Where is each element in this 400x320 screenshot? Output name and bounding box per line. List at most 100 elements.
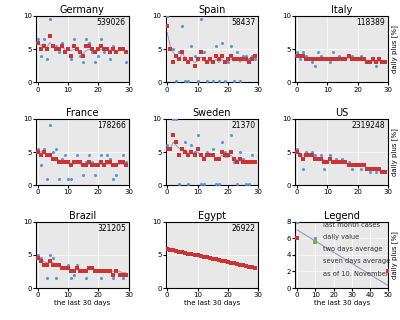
Point [56, 176, 62, 181]
Point [110, 272, 117, 277]
Point [345, 53, 352, 58]
Point [188, 252, 195, 257]
Point [306, 153, 312, 158]
Point [379, 60, 385, 65]
Point [222, 153, 228, 158]
Point [167, 47, 174, 52]
Point [179, 50, 186, 55]
Point [86, 40, 92, 45]
Point [237, 262, 243, 267]
Point [86, 159, 92, 164]
Y-axis label: daily plus [%]: daily plus [%] [391, 25, 398, 73]
Point [104, 159, 110, 164]
Point [360, 163, 367, 168]
Point [210, 256, 216, 261]
Point [237, 149, 243, 155]
Title: Brazil: Brazil [69, 211, 96, 221]
Point [345, 53, 352, 58]
Point [243, 159, 249, 164]
Point [318, 153, 324, 158]
Point [86, 266, 92, 271]
Point [59, 40, 65, 45]
Point [376, 57, 382, 62]
Point [294, 50, 300, 55]
Point [240, 57, 246, 62]
Point [300, 53, 306, 58]
Point [212, 256, 219, 261]
Point [101, 163, 108, 168]
Point [92, 173, 98, 178]
Point [92, 60, 98, 65]
Point [44, 153, 50, 158]
Title: Sweden: Sweden [193, 108, 231, 118]
Point [182, 250, 189, 255]
Point [164, 143, 170, 148]
Point [107, 269, 114, 274]
Point [234, 261, 240, 266]
Point [324, 159, 330, 164]
Point [382, 169, 388, 174]
Point [191, 252, 198, 257]
Point [113, 269, 120, 274]
Point [306, 57, 312, 62]
Point [65, 159, 71, 164]
Point [315, 156, 321, 161]
Point [46, 252, 53, 257]
Point [204, 254, 210, 260]
Point [74, 153, 80, 158]
Point [300, 166, 306, 171]
Point [185, 153, 192, 158]
Point [376, 166, 382, 171]
Point [173, 140, 180, 145]
Point [373, 63, 379, 68]
Point [80, 173, 86, 178]
Text: two days average: two days average [323, 246, 382, 252]
Point [294, 146, 300, 151]
Point [44, 176, 50, 181]
Point [176, 153, 182, 158]
Point [200, 181, 207, 187]
Point [303, 53, 309, 58]
Point [52, 47, 59, 52]
Point [164, 23, 170, 28]
Point [107, 57, 114, 62]
Point [110, 43, 117, 48]
Point [237, 78, 243, 84]
Point [95, 163, 102, 168]
Point [185, 60, 192, 65]
Point [40, 149, 47, 155]
Point [167, 246, 174, 252]
Point [306, 153, 312, 158]
Point [34, 37, 41, 42]
Point [116, 159, 123, 164]
Text: 2319248: 2319248 [352, 121, 385, 130]
Point [167, 247, 174, 252]
Point [312, 63, 318, 68]
Point [46, 259, 53, 264]
Point [342, 57, 349, 62]
Point [52, 146, 59, 151]
Point [219, 140, 225, 145]
Point [98, 159, 104, 164]
Point [68, 176, 74, 181]
Point [345, 163, 352, 168]
Point [92, 163, 98, 168]
Point [234, 181, 240, 187]
Point [62, 266, 68, 271]
Point [204, 78, 210, 84]
Point [354, 57, 361, 62]
Point [204, 60, 210, 65]
Point [249, 153, 256, 158]
Point [37, 163, 44, 168]
Point [59, 156, 65, 161]
Point [252, 159, 258, 164]
Point [376, 57, 382, 62]
Point [194, 252, 201, 257]
Point [219, 149, 225, 155]
Point [225, 259, 231, 264]
Point [46, 33, 53, 38]
Point [37, 256, 44, 261]
Point [77, 269, 83, 274]
Point [116, 47, 123, 52]
Text: 539026: 539026 [97, 18, 126, 27]
